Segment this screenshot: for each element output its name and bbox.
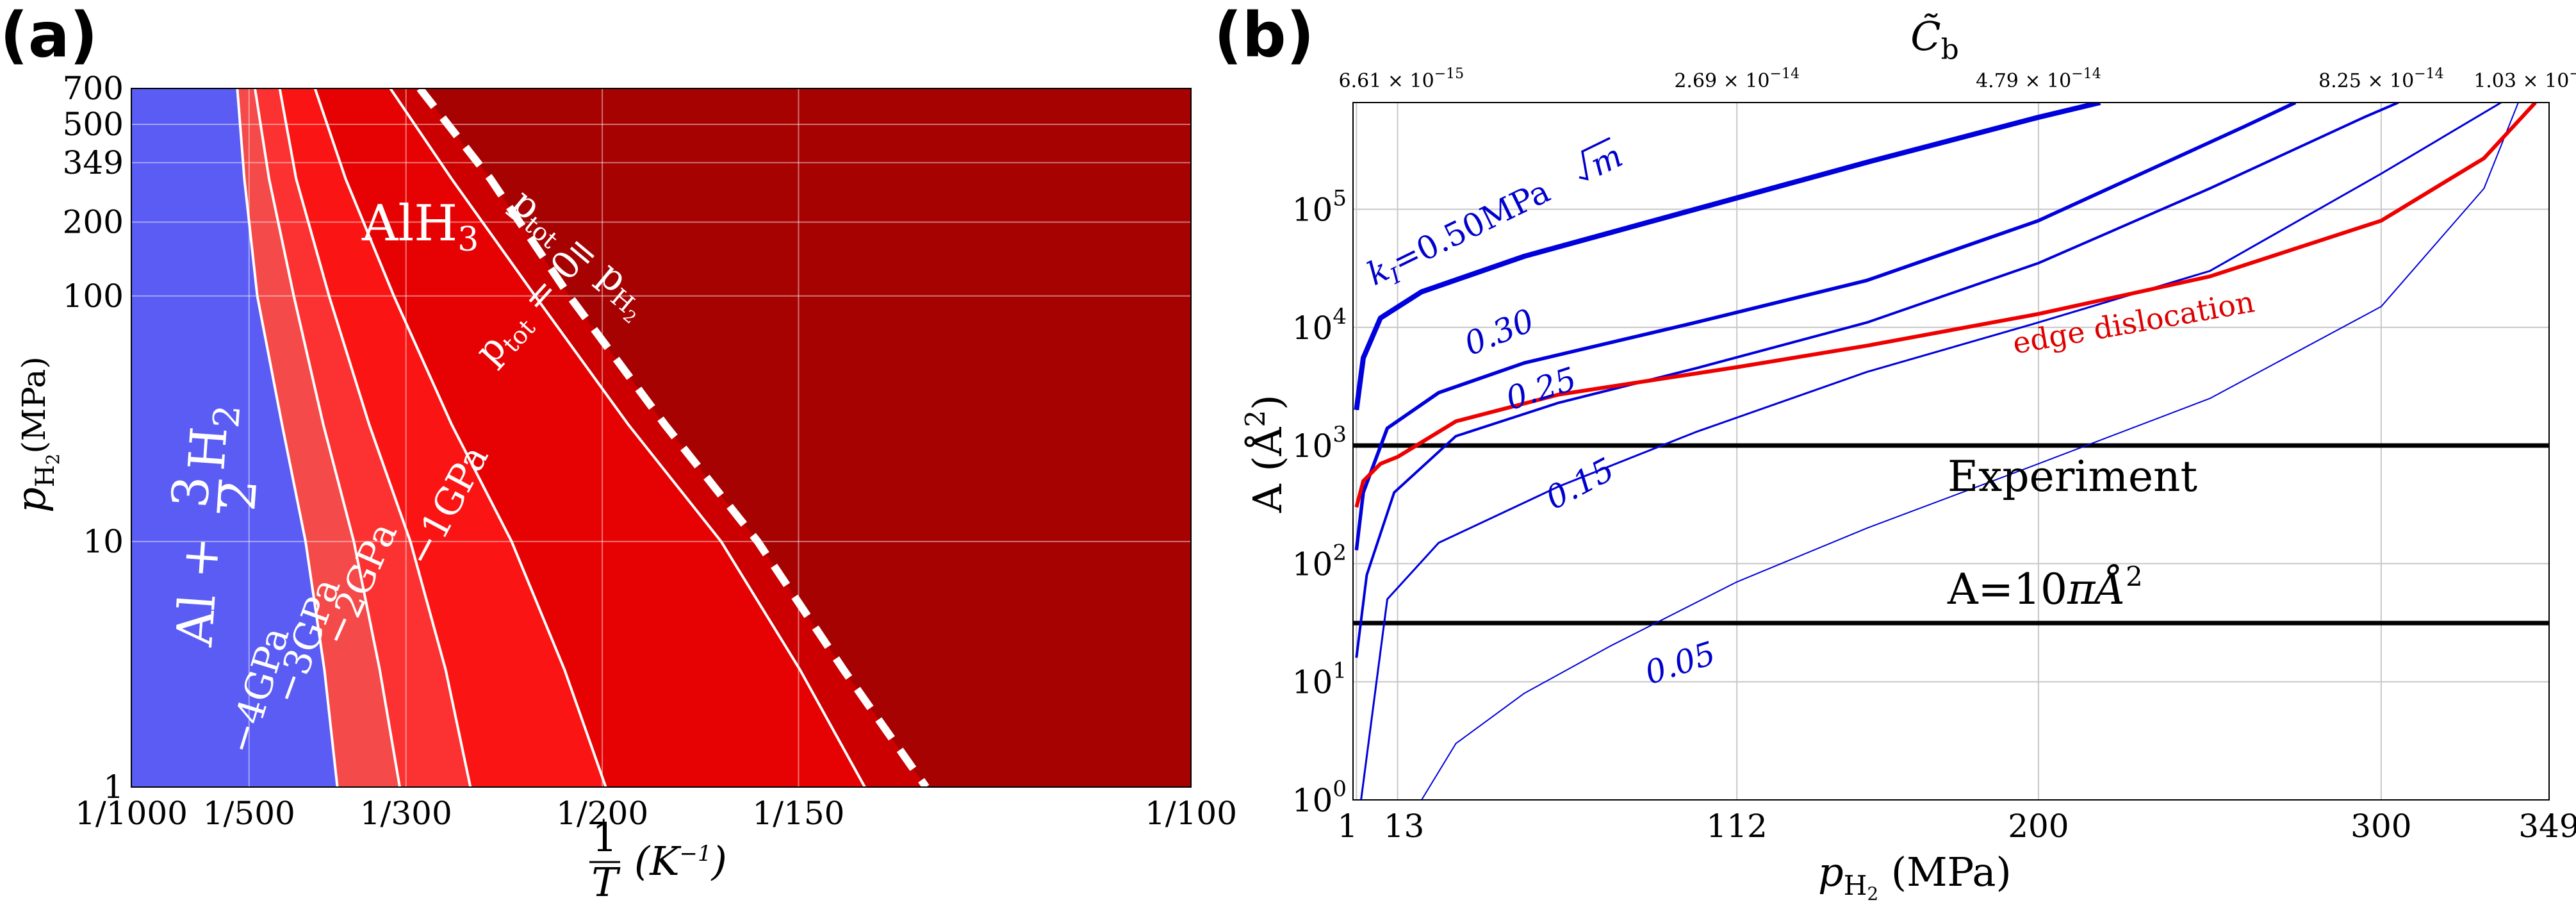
x-tick-label: 1/500 (203, 795, 295, 832)
series-lines (1354, 103, 2537, 800)
pressure-contours (236, 88, 866, 787)
al-h2-region-label: Al + 3 2 H2 (161, 402, 268, 649)
top-tick-label: 1.03 × 10−13 (2473, 66, 2576, 92)
top-tick-labels: 6.61 × 10−15 2.69 × 10−14 4.79 × 10−14 8.25… (1339, 66, 2576, 92)
y-tick-label: 1 (103, 768, 124, 806)
x-tick-labels: 1/1000 1/500 1/300 1/200 1/150 1/100 (75, 795, 1237, 832)
contour-line (389, 88, 866, 787)
series-line (1360, 103, 2502, 800)
contour-line (236, 88, 339, 787)
y-tick-label: 500 (63, 106, 124, 143)
y-tick-label: 105 (1292, 185, 1347, 228)
x-tick-label: 1 (1337, 808, 1358, 845)
y-axis-label: pH2(MPa) (8, 356, 63, 513)
top-axis-title: C̃b (1910, 13, 1959, 66)
y-tick-label: 101 (1292, 658, 1347, 701)
area-10pi-label: A=10πÅ2 (1947, 561, 2143, 614)
x-tick-label: 1/100 (1145, 795, 1237, 832)
y-tick-label: 200 (63, 203, 124, 240)
ptot-equals-ph2-boundary (416, 88, 930, 787)
series-line (1421, 103, 2519, 800)
x-tick-label: 349 (2518, 808, 2576, 845)
panel-a: (a) 1/1000 1/500 1/300 1/200 1/150 1/100 1101… (0, 0, 1237, 905)
series-label-005: 0.05 (1641, 635, 1720, 692)
y-tick-label: 700 (63, 70, 124, 107)
y-tick-label: 103 (1292, 422, 1347, 465)
svg-text:H2: H2 (178, 402, 249, 473)
x-tick-label: 13 (1384, 808, 1425, 845)
x-axis-label: 1 T (K−1) (589, 814, 727, 905)
x-axis-label: pH2 (MPa) (1818, 849, 2012, 904)
experiment-label: Experiment (1948, 452, 2197, 501)
svg-text:2: 2 (209, 477, 268, 513)
panel-b-letter: (b) (1214, 0, 1314, 71)
svg-text:1: 1 (592, 814, 617, 861)
top-tick-label: 8.25 × 10−14 (2318, 66, 2444, 92)
x-tick-label: 1/300 (360, 795, 452, 832)
svg-text:m: m (1585, 137, 1628, 184)
y-axis-label: A (Å2) (1240, 395, 1291, 513)
x-tick-label: 1/1000 (75, 795, 188, 832)
x-tick-label: 1/150 (752, 795, 844, 832)
dashed-boundary-label: ptot = pH2 (498, 180, 660, 328)
svg-text:Al +: Al + (166, 535, 231, 649)
gridlines (131, 88, 1191, 787)
svg-text:3: 3 (161, 474, 221, 510)
top-tick-label: 6.61 × 10−15 (1339, 66, 1464, 92)
x-tick-labels: 1 13 112 200 300 349 (1337, 808, 2576, 845)
contour-line (278, 88, 472, 787)
series-line (1354, 103, 2537, 508)
series-label-015: 0.15 (1539, 451, 1620, 517)
y-tick-label: 10 (83, 523, 124, 560)
svg-text:T: T (591, 859, 621, 905)
edge-dislocation-label: edge dislocation (2010, 284, 2257, 360)
contour-line (313, 88, 607, 787)
top-tick-label: 2.69 × 10−14 (1674, 66, 1800, 92)
y-tick-labels: 100 101 102 103 104 105 (1292, 185, 1347, 819)
panel-a-plot-area (131, 88, 1191, 787)
y-tick-label: 100 (63, 278, 124, 315)
panel-a-frame (131, 88, 1192, 788)
top-tick-label: 4.79 × 10−14 (1976, 66, 2101, 92)
contour-line (254, 88, 401, 787)
panel-a-letter: (a) (0, 0, 98, 71)
series-line (1354, 103, 2101, 411)
x-tick-label: 300 (2350, 808, 2411, 845)
alh3-region-label: AlH3 (361, 195, 479, 259)
x-tick-label: 1/200 (556, 795, 648, 832)
panel-b: (b) C̃b 1 13 112 200 300 349 1001011021031041… (1214, 0, 2576, 904)
region-al-h2 (131, 88, 338, 787)
y-tick-label: 104 (1292, 304, 1347, 347)
svg-text:(K−1): (K−1) (634, 838, 727, 884)
x-tick-label: 112 (1706, 808, 1767, 845)
y-tick-label: 100 (1292, 776, 1347, 819)
x-tick-label: 200 (2008, 808, 2069, 845)
series-label-030: 0.30 (1459, 302, 1539, 363)
series-label-050: kI=0.50MPa m (1361, 137, 1628, 293)
panel-b-plot-area (1353, 103, 2549, 800)
y-tick-label: 349 (63, 144, 124, 181)
series-line (1354, 103, 2297, 551)
reference-lines (1353, 443, 2549, 626)
series-line (1355, 103, 2399, 658)
panel-b-frame (1352, 102, 2550, 801)
y-tick-label: 102 (1292, 540, 1347, 583)
